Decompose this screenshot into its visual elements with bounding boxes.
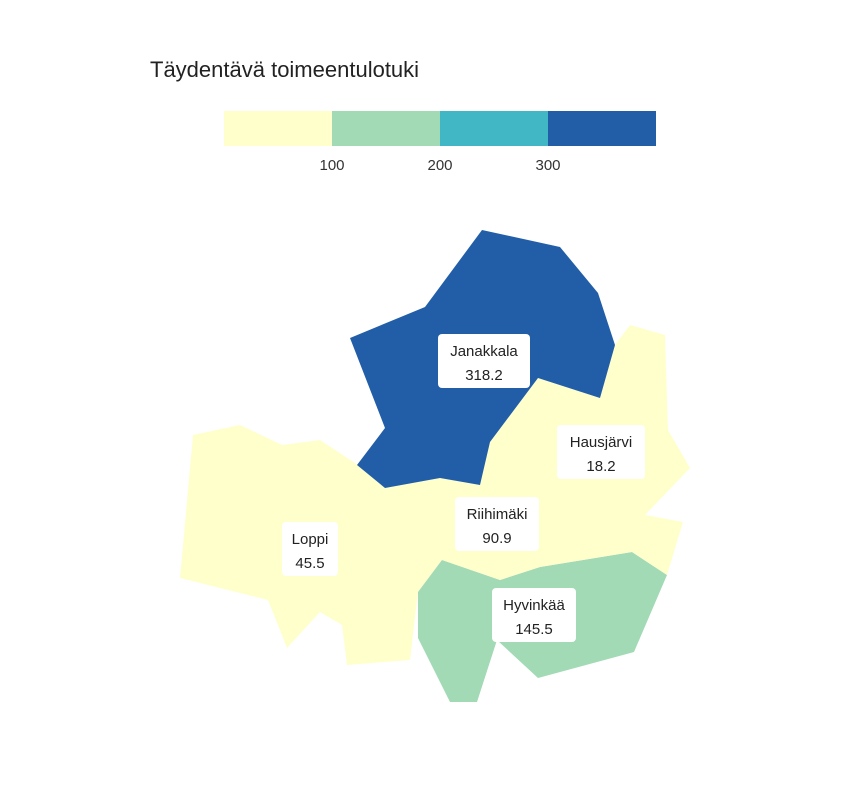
map-title: Täydentävä toimeentulotuki: [150, 57, 419, 82]
legend-bin-1: [224, 111, 332, 146]
legend-bin-3: [440, 111, 548, 146]
region-labels: Janakkala 318.2 Hausjärvi 18.2 Riihimäki…: [282, 334, 645, 642]
label-janakkala-value: 318.2: [465, 367, 503, 384]
label-hausjarvi: Hausjärvi 18.2: [557, 425, 645, 479]
label-janakkala-name: Janakkala: [450, 343, 518, 360]
legend-tick-200: 200: [427, 157, 452, 174]
label-loppi-value: 45.5: [295, 555, 324, 572]
label-loppi: Loppi 45.5: [282, 522, 338, 576]
label-riihimaki-name: Riihimäki: [467, 506, 528, 523]
label-hausjarvi-value: 18.2: [586, 458, 615, 475]
label-hyvinkaa-name: Hyvinkää: [503, 597, 565, 614]
legend-bin-4: [548, 111, 656, 146]
label-riihimaki-value: 90.9: [482, 530, 511, 547]
legend: 100 200 300: [224, 111, 656, 174]
label-riihimaki: Riihimäki 90.9: [455, 497, 539, 551]
legend-tick-100: 100: [319, 157, 344, 174]
legend-tick-300: 300: [535, 157, 560, 174]
legend-bin-2: [332, 111, 440, 146]
label-hausjarvi-name: Hausjärvi: [570, 434, 633, 451]
label-janakkala: Janakkala 318.2: [438, 334, 530, 388]
label-hyvinkaa: Hyvinkää 145.5: [492, 588, 576, 642]
label-loppi-name: Loppi: [292, 531, 329, 548]
label-hyvinkaa-value: 145.5: [515, 621, 553, 638]
